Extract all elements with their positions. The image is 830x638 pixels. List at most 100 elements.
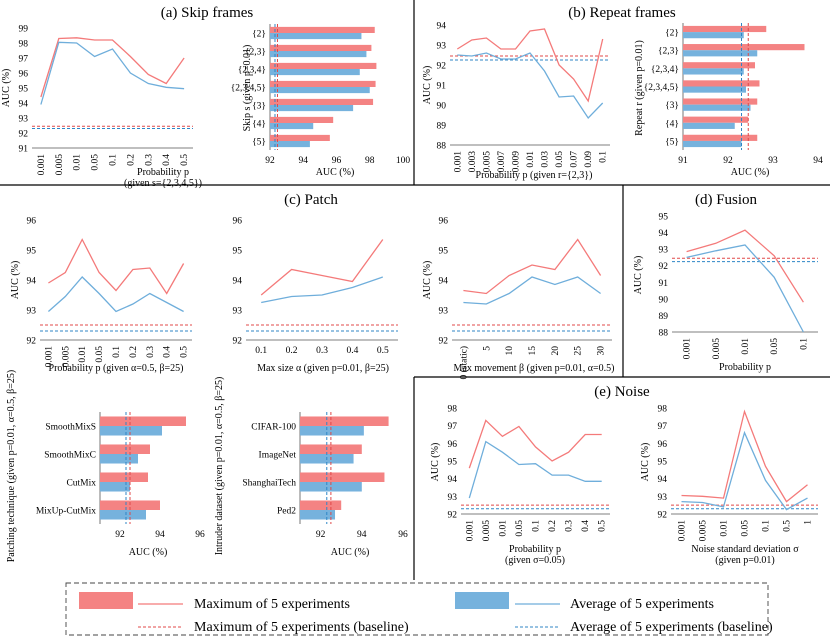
avg-bar: [683, 140, 742, 148]
x-tick-label: 0.05: [95, 346, 105, 363]
y-tick-label: 88: [437, 142, 447, 152]
category-label: SmoothMixC: [44, 451, 96, 461]
x-tick-label: 0.001: [453, 151, 463, 173]
max-bar: [270, 44, 372, 51]
x-tick-label: 0.001: [37, 154, 47, 176]
y-tick-label: 94: [448, 475, 458, 485]
max-bar: [683, 116, 749, 123]
y-tick-label: 93: [19, 115, 29, 125]
y-tick-label: 94: [658, 475, 668, 485]
y-tick-label: 94: [19, 100, 29, 110]
x-tick-label: 0.05: [555, 151, 565, 168]
x-tick-label: 0.005: [699, 520, 709, 542]
x-axis-label-sub: (given σ=0.05): [505, 555, 565, 566]
x-axis-label: AUC (%): [331, 547, 370, 558]
y-tick-label: 93: [437, 42, 447, 52]
category-label: {2,3,4}: [651, 65, 679, 75]
x-tick-label: 0.5: [180, 154, 190, 166]
category-label: MixUp-CutMix: [36, 507, 96, 517]
x-tick-label: 0.05: [741, 520, 751, 537]
x-tick-label: 94: [357, 530, 367, 540]
max-bar: [270, 116, 334, 123]
x-tick-label: 94: [155, 530, 165, 540]
max-series-line: [686, 229, 804, 303]
max-series-line: [48, 238, 185, 295]
chart-fusion: 88 89 90 91 92 93 94 95 0.001 0.005 0.01 0.05 0.1 Pro…: [633, 213, 818, 373]
category-label: {5}: [665, 137, 679, 147]
chart-skip_line: 91 92 93 94 95 96 97 98 99 0.001 0.005 0.01 0.05 0.1 0…: [1, 25, 202, 190]
y-axis-label: Skip s (given p=0.01): [242, 45, 253, 132]
max-bar: [100, 500, 160, 510]
avg-bar: [683, 32, 744, 39]
x-tick-label: 92: [316, 530, 326, 540]
category-label: {2,3}: [658, 47, 679, 57]
y-tick-label: 95: [27, 247, 37, 257]
x-tick-label: 0.2: [548, 520, 558, 532]
y-tick-label: 92: [658, 511, 668, 521]
x-axis-label: Probability p: [509, 544, 561, 555]
x-tick-label: 0.01: [741, 338, 751, 355]
x-tick-label: 0.5: [783, 520, 793, 532]
x-tick-label: 0.01: [78, 346, 88, 363]
x-tick-label: 5: [482, 346, 492, 351]
x-tick-label: 0.1: [109, 154, 119, 166]
max-series-line: [40, 37, 185, 98]
avg-bar: [683, 122, 735, 129]
charts-layer: 91 92 93 94 95 96 97 98 99 0.001 0.005 0.01 0.05 0.1 0…: [1, 22, 823, 567]
x-tick-label: 93: [768, 156, 778, 166]
x-tick-label: 0.3: [144, 154, 154, 166]
max-series-line: [681, 409, 808, 503]
x-tick-label: 0 (static): [458, 346, 469, 380]
section-title-repeat: (b) Repeat frames: [568, 5, 676, 21]
x-tick-label: 92: [115, 530, 125, 540]
x-tick-label: 0.1: [799, 338, 809, 350]
y-tick-label: 95: [439, 247, 449, 257]
avg-bar: [270, 51, 367, 58]
x-tick-label: 0.5: [377, 346, 389, 356]
max-series-line: [463, 238, 602, 295]
avg-bar: [270, 69, 360, 76]
x-tick-label: 0.001: [678, 520, 688, 542]
avg-bar: [100, 454, 138, 464]
x-tick-label: 98: [365, 156, 375, 166]
y-tick-label: 95: [19, 85, 29, 95]
y-tick-label: 93: [659, 246, 669, 256]
y-tick-label: 97: [448, 422, 458, 432]
y-tick-label: 96: [448, 440, 458, 450]
x-tick-label: 0.1: [599, 151, 609, 163]
avg-series-line: [457, 52, 604, 120]
y-tick-label: 94: [27, 277, 37, 287]
avg-bar: [100, 426, 162, 436]
avg-bar: [270, 141, 310, 148]
x-tick-label: 0.2: [129, 346, 139, 358]
max-bar: [300, 500, 342, 510]
category-label: {2}: [252, 30, 266, 40]
x-tick-label: 0.1: [112, 346, 122, 358]
y-axis-label: Intruder dataset (given p=0.01, α=0.5, β…: [214, 377, 225, 556]
x-tick-label: 0.009: [511, 151, 521, 173]
y-tick-label: 94: [437, 22, 447, 32]
y-axis-label: AUC (%): [422, 261, 433, 300]
x-tick-label: 0.001: [683, 338, 693, 360]
x-tick-label: 0.05: [770, 338, 780, 355]
section-title-skip: (a) Skip frames: [161, 5, 254, 21]
max-bar: [683, 98, 758, 105]
x-tick-label: 0.005: [55, 154, 65, 176]
category-label: ImageNet: [259, 451, 297, 461]
y-tick-label: 92: [19, 130, 29, 140]
x-tick-label: 1: [804, 520, 814, 525]
x-tick-label: 0.3: [316, 346, 328, 356]
category-label: {4}: [252, 120, 266, 130]
x-axis-label: Max movement β (given p=0.01, α=0.5): [453, 363, 614, 374]
x-tick-label: 30: [597, 346, 607, 356]
section-title-fusion: (d) Fusion: [695, 192, 758, 208]
y-axis-label: AUC (%): [633, 256, 644, 295]
y-tick-label: 93: [658, 493, 668, 503]
x-tick-label: 0.5: [598, 520, 608, 532]
y-tick-label: 96: [27, 217, 37, 227]
y-tick-label: 88: [659, 329, 669, 339]
avg-bar: [300, 482, 362, 492]
y-tick-label: 92: [448, 511, 458, 521]
y-tick-label: 92: [233, 337, 243, 347]
y-tick-label: 91: [659, 279, 669, 289]
